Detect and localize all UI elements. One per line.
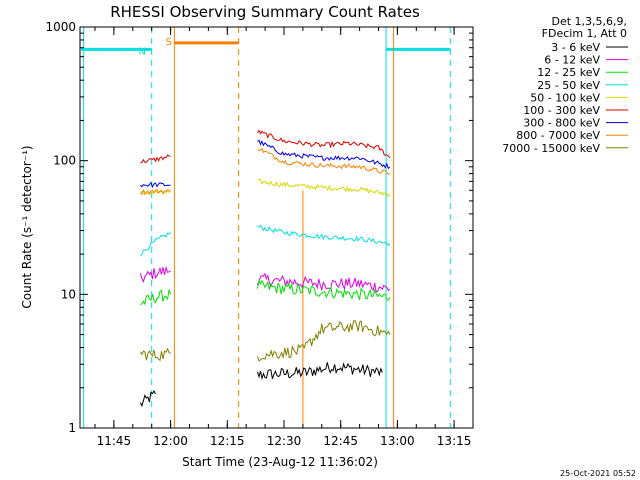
- y-axis-label: Count Rate (s⁻¹ detector⁻¹): [20, 145, 34, 308]
- x-axis-label: Start Time (23-Aug-12 11:36:02): [182, 455, 378, 469]
- night-flag-label: N: [139, 46, 146, 57]
- flag-layer: NS: [81, 27, 451, 428]
- series-line: [139, 265, 171, 283]
- legend-header: Det 1,3,5,6,9,: [551, 15, 627, 28]
- x-tick-label: 12:45: [323, 434, 358, 448]
- legend-label: 25 - 50 keV: [537, 79, 600, 92]
- legend-label: 100 - 300 keV: [523, 104, 600, 117]
- y-axis: 1 10 100 1000: [45, 20, 473, 435]
- x-tick-label: 12:15: [210, 434, 245, 448]
- x-tick-label: 11:45: [97, 434, 132, 448]
- plot-frame: [79, 26, 474, 429]
- series-layer: [139, 129, 391, 408]
- series-8: [139, 320, 391, 362]
- series-7: [140, 147, 391, 196]
- x-tick-label: 13:00: [380, 434, 415, 448]
- series-line: [257, 178, 391, 198]
- x-tick-label: 12:30: [267, 434, 302, 448]
- y-tick-label: 100: [53, 154, 76, 168]
- series-6: [140, 139, 391, 189]
- series-line: [257, 320, 391, 362]
- legend-label: 3 - 6 keV: [551, 41, 600, 54]
- series-line: [257, 362, 383, 381]
- series-line: [140, 232, 171, 257]
- legend: Det 1,3,5,6,9,FDecim 1, Att 03 - 6 keV6 …: [502, 15, 628, 155]
- series-line: [140, 181, 171, 189]
- series-line: [140, 289, 172, 306]
- x-tick-label: 12:00: [153, 434, 188, 448]
- chart-title: RHESSI Observing Summary Count Rates: [110, 3, 420, 21]
- series-3: [140, 224, 391, 257]
- series-line: [257, 272, 391, 294]
- series-1: [139, 265, 391, 294]
- series-5: [140, 129, 391, 164]
- legend-header: FDecim 1, Att 0: [542, 27, 627, 40]
- y-tick-label: 1: [68, 421, 76, 435]
- legend-label: 6 - 12 keV: [544, 54, 600, 67]
- y-tick-label: 10: [61, 287, 76, 301]
- series-line: [257, 224, 391, 247]
- series-4: [140, 178, 391, 198]
- legend-label: 7000 - 15000 keV: [502, 142, 600, 155]
- series-0: [139, 362, 383, 408]
- legend-label: 50 - 100 keV: [530, 91, 600, 104]
- footer-timestamp: 25-Oct-2021 05:52: [560, 469, 636, 478]
- series-line: [139, 347, 171, 362]
- series-line: [257, 129, 391, 159]
- legend-label: 12 - 25 keV: [537, 66, 600, 79]
- series-line: [140, 154, 171, 164]
- x-tick-label: 13:15: [437, 434, 472, 448]
- series-line: [257, 139, 391, 170]
- legend-label: 800 - 7000 keV: [516, 129, 600, 142]
- x-axis: 11:45 12:00 12:15 12:30 12:45 13:00 13:15: [94, 27, 472, 448]
- legend-label: 300 - 800 keV: [523, 117, 600, 130]
- series-line: [257, 147, 391, 176]
- series-2: [140, 279, 391, 306]
- series-line: [139, 389, 156, 408]
- saa-flag-label: S: [166, 37, 172, 48]
- series-line: [140, 188, 171, 196]
- y-tick-label: 1000: [45, 20, 76, 34]
- series-line: [257, 279, 391, 301]
